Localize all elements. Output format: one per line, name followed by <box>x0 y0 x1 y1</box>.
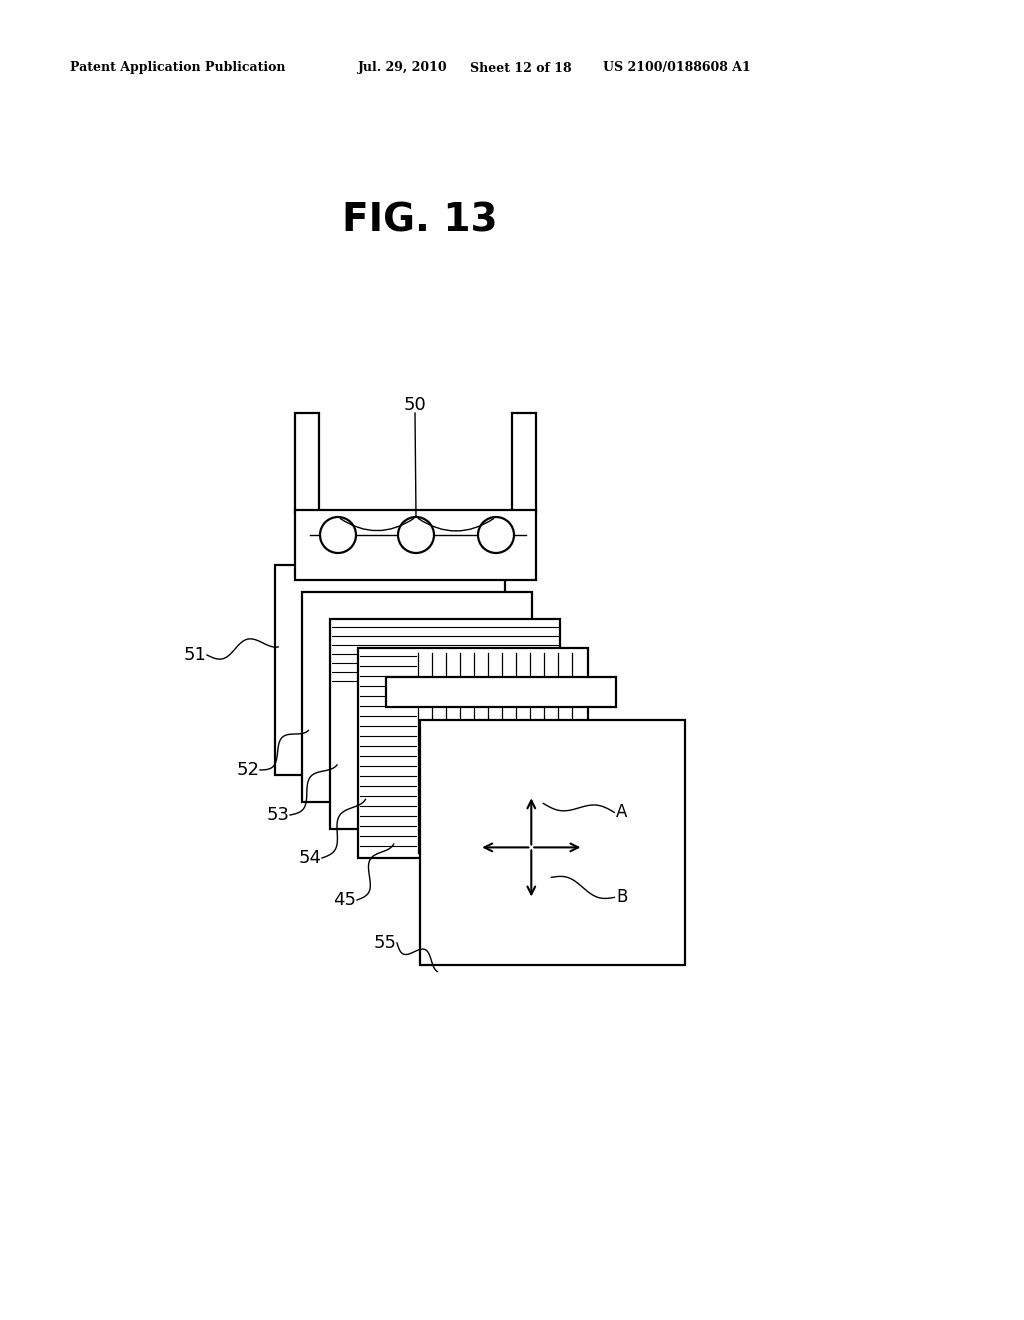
Text: 54: 54 <box>299 849 322 867</box>
FancyBboxPatch shape <box>275 565 505 775</box>
FancyBboxPatch shape <box>512 413 536 513</box>
FancyBboxPatch shape <box>295 413 319 513</box>
FancyBboxPatch shape <box>295 510 536 579</box>
Text: 45: 45 <box>334 891 356 909</box>
Text: 50: 50 <box>403 396 426 414</box>
Circle shape <box>478 517 514 553</box>
Text: FIG. 13: FIG. 13 <box>342 201 498 239</box>
Text: Sheet 12 of 18: Sheet 12 of 18 <box>470 62 571 74</box>
Text: Patent Application Publication: Patent Application Publication <box>70 62 286 74</box>
Text: US 2100/0188608 A1: US 2100/0188608 A1 <box>603 62 751 74</box>
FancyBboxPatch shape <box>386 677 616 708</box>
Circle shape <box>319 517 356 553</box>
FancyBboxPatch shape <box>302 591 532 803</box>
Text: 53: 53 <box>266 807 290 824</box>
Text: B: B <box>616 888 628 907</box>
FancyBboxPatch shape <box>358 648 588 858</box>
Circle shape <box>398 517 434 553</box>
Text: 52: 52 <box>237 762 259 779</box>
Text: 51: 51 <box>183 645 207 664</box>
Text: A: A <box>616 804 628 821</box>
FancyBboxPatch shape <box>420 719 685 965</box>
Text: 55: 55 <box>374 935 396 952</box>
FancyBboxPatch shape <box>330 619 560 829</box>
Text: Jul. 29, 2010: Jul. 29, 2010 <box>358 62 447 74</box>
